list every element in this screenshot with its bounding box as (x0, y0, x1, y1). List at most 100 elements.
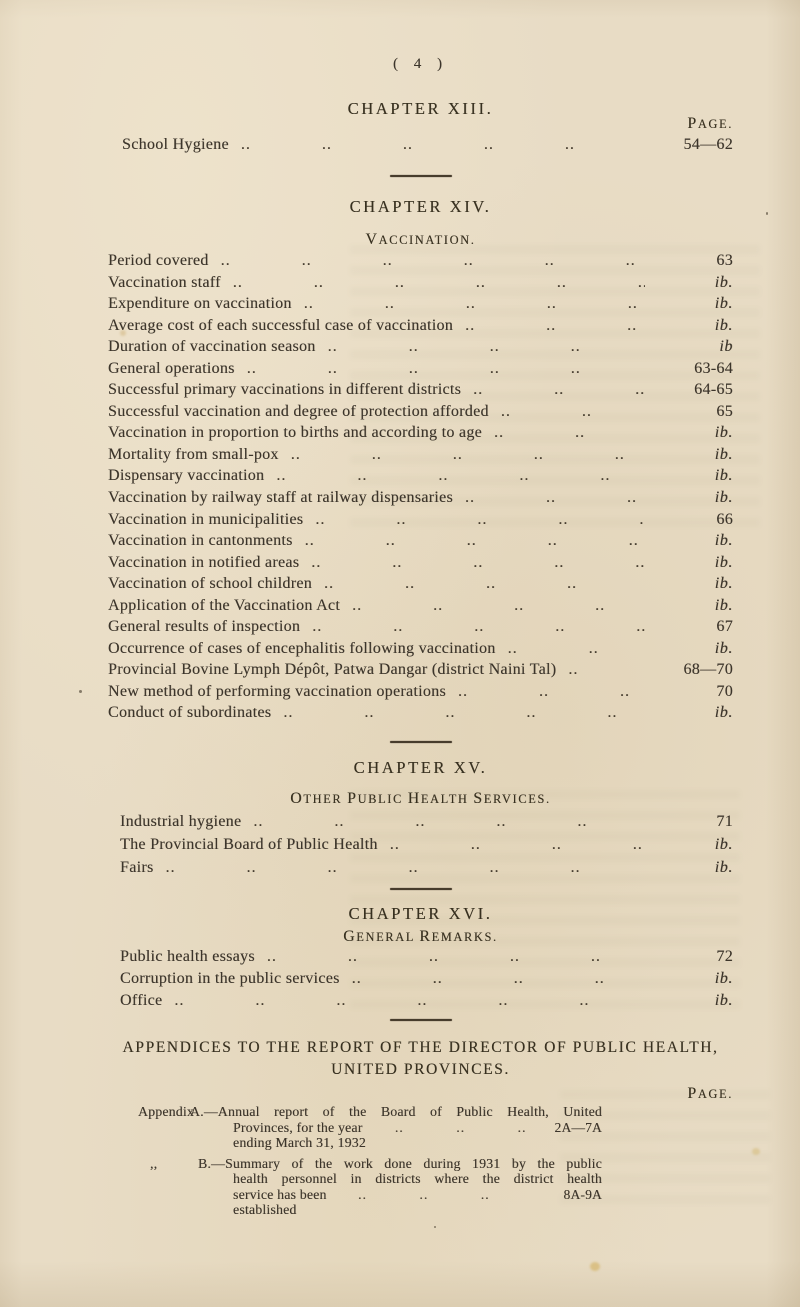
toc-entry-page: ib. (714, 704, 733, 722)
toc-entry-page: ib. (714, 295, 733, 313)
chapter-16-heading: CHAPTER XVI. (348, 904, 493, 923)
chapter-13-heading: CHAPTER XIII. (347, 99, 494, 118)
toc-entry-title: Period covered (108, 252, 209, 269)
toc-entry: Mortality from small-pox ib. (108, 446, 733, 468)
toc-entry: Dispensary vaccination ib. (108, 467, 733, 489)
toc-entry-title: Vaccination in cantonments (108, 532, 293, 550)
toc-entry-page: ib. (714, 489, 733, 507)
toc-entry-title: Vaccination by railway staff at railway … (108, 489, 453, 507)
toc-entry-title: Duration of vaccination season (108, 338, 316, 356)
chapter-14-subheading: VACCINATION. (365, 231, 476, 248)
dot-leader (276, 467, 645, 485)
toc-entry-page: 72 (716, 948, 733, 965)
appendices-heading: APPENDICES TO THE REPORT OF THE DIRECTOR… (108, 1037, 733, 1080)
toc-entry: General operations 63-64 (108, 360, 733, 382)
toc-entry: Public health essays 72 (108, 948, 733, 970)
toc-entry-title: Vaccination in notified areas (108, 553, 300, 571)
toc-entry-page: 71 (716, 813, 733, 830)
dot-leader (328, 338, 645, 356)
section-divider (108, 1019, 733, 1021)
toc-entry-page: ib. (714, 273, 733, 291)
page-content: ( 4 ) CHAPTER XIII. PAGE. School Hygiene… (108, 0, 733, 1307)
toc-entry: General results of inspection 67 (108, 618, 733, 640)
toc-entry-page: ib. (714, 859, 733, 876)
toc-entry-page: ib. (714, 836, 733, 853)
chapter-16-entries: Public health essays 72 Corruption in the… (108, 948, 733, 1014)
toc-entry: Vaccination of school children ib. (108, 575, 733, 597)
toc-entry-title: The Provincial Board of Public Health (120, 836, 378, 853)
toc-entry-title: School Hygiene (122, 136, 229, 153)
appendices-heading-line2: UNITED PROVINCES. (331, 1060, 510, 1078)
dot-leader (315, 511, 645, 529)
paper-stain (752, 1148, 760, 1155)
toc-entry-title: Provincial Bovine Lymph Dépôt, Patwa Dan… (108, 661, 557, 679)
toc-entry: Provincial Bovine Lymph Dépôt, Patwa Dan… (108, 661, 733, 683)
toc-entry-page: ib. (714, 424, 733, 442)
toc-entry: Office ib. (108, 992, 733, 1014)
toc-entry: Vaccination in municipalities 66 (108, 511, 733, 533)
appendix-line: health personnel in districts where the … (138, 1171, 602, 1187)
appendix-line: ,, B.—Summary of the work done during 193… (138, 1156, 602, 1172)
dot-leader (465, 489, 645, 507)
toc-entry-title: Successful vaccination and degree of pro… (108, 402, 489, 420)
dot-leader (312, 618, 645, 636)
dot-leader (304, 295, 645, 313)
toc-entry-title: Vaccination of school children (108, 575, 313, 593)
appendix-line: service has been established 8A-9A (138, 1187, 602, 1218)
toc-entry-title: Office (120, 992, 163, 1009)
toc-entry-page: ib. (714, 553, 733, 571)
toc-entry-page: 54—62 (683, 136, 733, 153)
dot-leader (494, 424, 645, 442)
dot-leader (473, 381, 645, 399)
dot-leader (465, 317, 645, 335)
toc-entry: Application of the Vaccination Act ib. (108, 597, 733, 619)
toc-entry: Successful vaccination and degree of pro… (108, 403, 733, 425)
dot-leader (352, 970, 645, 988)
toc-entry-page: ib. (714, 992, 733, 1009)
toc-entry-title: Industrial hygiene (120, 813, 242, 830)
toc-entry-title: New method of performing vaccination ope… (108, 682, 446, 700)
toc-entry: Successful primary vaccinations in diffe… (108, 381, 733, 403)
toc-entry: Average cost of each successful case of … (108, 317, 733, 339)
dot-leader (291, 446, 645, 464)
toc-entry-page: 68—70 (683, 661, 733, 679)
toc-entry: The Provincial Board of Public Health ib. (108, 836, 733, 859)
toc-entry-page: ib. (714, 639, 733, 657)
appendix-line: Provinces, for the year ending March 31,… (138, 1120, 602, 1151)
toc-entry-title: General operations (108, 359, 235, 377)
page-column-label: PAGE. (687, 1085, 733, 1102)
appendix-entry: AppendixA.—Annual report of the Board of… (138, 1104, 602, 1151)
toc-entry-title: Average cost of each successful case of … (108, 316, 454, 334)
toc-entry-title: Mortality from small-pox (108, 445, 279, 463)
paper-speck (79, 690, 82, 693)
appendix-text: health personnel in districts where the … (233, 1171, 602, 1186)
toc-entry: Duration of vaccination season ib (108, 338, 733, 360)
chapter-15-heading: CHAPTER XV. (353, 758, 488, 777)
toc-entry: New method of performing vaccination ope… (108, 683, 733, 705)
toc-entry-page: 64-65 (694, 381, 733, 399)
dot-leader (324, 575, 645, 593)
toc-entry-title: Occurrence of cases of encephalitis foll… (108, 639, 496, 657)
section-divider (108, 888, 733, 890)
toc-entry: Vaccination by railway staff at railway … (108, 489, 733, 511)
dot-leader (501, 403, 645, 421)
section-divider (108, 175, 733, 177)
toc-entry-title: Successful primary vaccinations in diffe… (108, 381, 462, 399)
appendix-text: Provinces, for the year ending March 31,… (233, 1119, 366, 1151)
chapter-16-subheading: GENERAL REMARKS. (343, 928, 498, 945)
toc-entry: Occurrence of cases of encephalitis foll… (108, 640, 733, 662)
toc-entry: Period covered 63 (108, 252, 733, 274)
appendix-prefix: ,, (150, 1155, 158, 1171)
appendix-text: B.—Summary of the work done during 1931 … (198, 1155, 602, 1171)
toc-entry-page: ib (719, 338, 733, 356)
section-divider (108, 741, 733, 743)
toc-entry: Conduct of subordinates ib. (108, 704, 733, 726)
appendix-prefix: Appendix (138, 1104, 195, 1119)
toc-entry-title: Vaccination staff (108, 273, 221, 291)
appendix-text: service has been established (233, 1186, 327, 1218)
toc-entry-title: Vaccination in proportion to births and … (108, 424, 483, 442)
dot-leader (458, 683, 645, 701)
page-column-label: PAGE. (687, 115, 733, 132)
toc-entry-title: General results of inspection (108, 618, 301, 636)
toc-entry-page: 66 (716, 510, 733, 528)
